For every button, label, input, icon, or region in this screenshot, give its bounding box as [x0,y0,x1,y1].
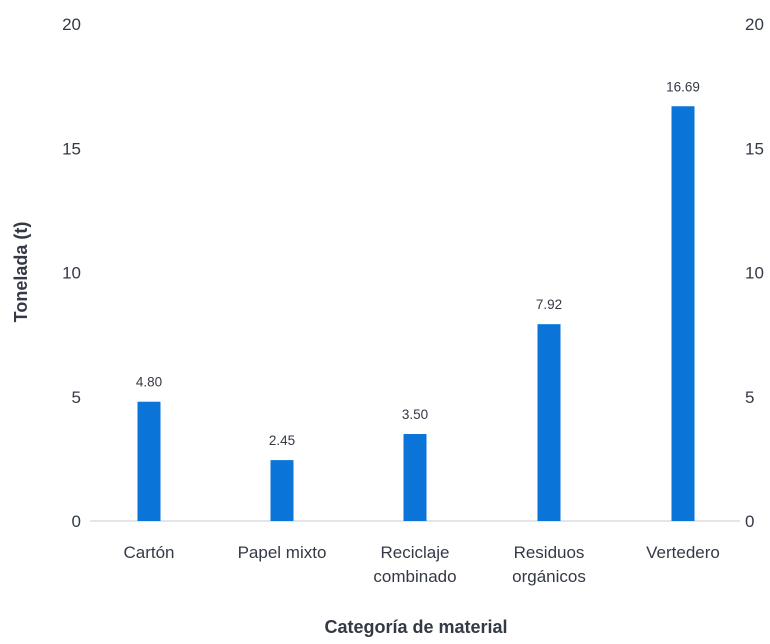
bar-value-label: 4.80 [136,375,162,390]
y2-tick-label: 5 [745,388,754,407]
x-category-label: orgánicos [512,567,586,586]
x-axis-categories: Cartón Papel mixto Reciclaje combinado Resid… [123,543,719,586]
y-axis-right: 0 5 10 15 20 [745,15,764,531]
y-tick-label: 5 [72,388,81,407]
y-axis-title: Tonelada (t) [11,222,31,323]
y-tick-label: 20 [62,15,81,34]
y-tick-label: 0 [72,512,81,531]
y2-tick-label: 15 [745,139,764,158]
bar [537,324,561,521]
bar [403,434,427,521]
x-category-label: Papel mixto [238,543,327,562]
x-category-label: Residuos [514,543,585,562]
y2-tick-label: 0 [745,512,754,531]
x-category-label: combinado [373,567,456,586]
x-axis-title: Categoría de material [324,617,507,637]
x-category-label: Cartón [123,543,174,562]
bar-value-label: 2.45 [269,433,295,448]
x-category-label: Vertedero [646,543,720,562]
bar-value-label: 7.92 [536,297,562,312]
y-axis-left: 0 5 10 15 20 [62,15,81,531]
bar-value-label: 16.69 [666,79,700,94]
y-tick-label: 10 [62,264,81,283]
y2-tick-label: 10 [745,264,764,283]
bar [137,401,161,521]
bar-value-label: 3.50 [402,407,428,422]
bar [270,460,294,521]
y-tick-label: 15 [62,139,81,158]
value-labels: 4.80 2.45 3.50 7.92 16.69 [136,79,700,448]
x-category-label: Reciclaje [381,543,450,562]
y2-tick-label: 20 [745,15,764,34]
bars [137,106,695,521]
bar [671,106,695,521]
